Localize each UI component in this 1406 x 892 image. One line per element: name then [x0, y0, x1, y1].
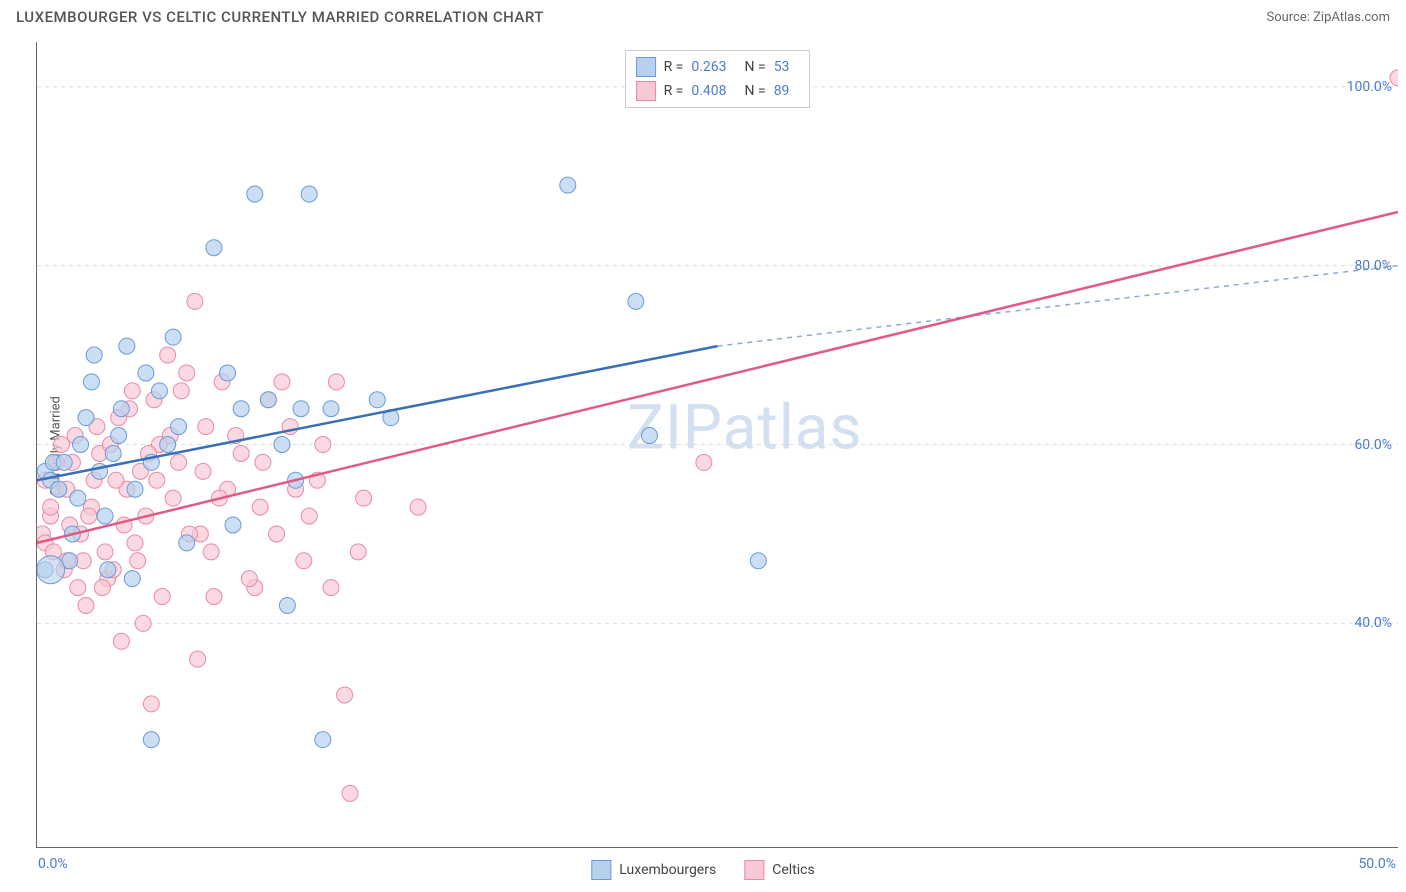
y-tick-label: 80.0% — [1354, 258, 1392, 274]
legend-label-1: Luxembourgers — [619, 862, 716, 878]
stats-legend: R = 0.263 N = 53 R = 0.408 N = 89 — [625, 50, 811, 108]
swatch-series-2 — [636, 81, 656, 101]
stats-row-1: R = 0.263 N = 53 — [636, 55, 800, 79]
scatter-plot — [37, 42, 1398, 847]
legend-swatch-1 — [591, 860, 611, 880]
stats-row-2: R = 0.408 N = 89 — [636, 79, 800, 103]
legend-item-1: Luxembourgers — [591, 860, 716, 880]
y-tick-label: 60.0% — [1354, 437, 1392, 453]
swatch-series-1 — [636, 57, 656, 77]
y-tick-label: 100.0% — [1347, 79, 1392, 95]
r-label: R = — [664, 83, 684, 99]
chart-area: ZIPatlas R = 0.263 N = 53 R = 0.408 N = … — [36, 42, 1398, 848]
r-value-2: 0.408 — [691, 83, 726, 99]
legend-label-2: Celtics — [772, 862, 814, 878]
x-tick-min: 0.0% — [38, 856, 68, 872]
source-label: Source: ZipAtlas.com — [1266, 10, 1390, 25]
legend-item-2: Celtics — [744, 860, 814, 880]
legend-swatch-2 — [744, 860, 764, 880]
bottom-legend: Luxembourgers Celtics — [591, 860, 814, 880]
r-value-1: 0.263 — [691, 59, 726, 75]
r-label: R = — [664, 59, 684, 75]
x-tick-max: 50.0% — [1358, 856, 1396, 872]
n-label: N = — [745, 59, 766, 75]
chart-title: LUXEMBOURGER VS CELTIC CURRENTLY MARRIED… — [16, 8, 544, 26]
n-label: N = — [745, 83, 766, 99]
n-value-1: 53 — [774, 59, 790, 75]
y-tick-label: 40.0% — [1354, 615, 1392, 631]
n-value-2: 89 — [774, 83, 790, 99]
